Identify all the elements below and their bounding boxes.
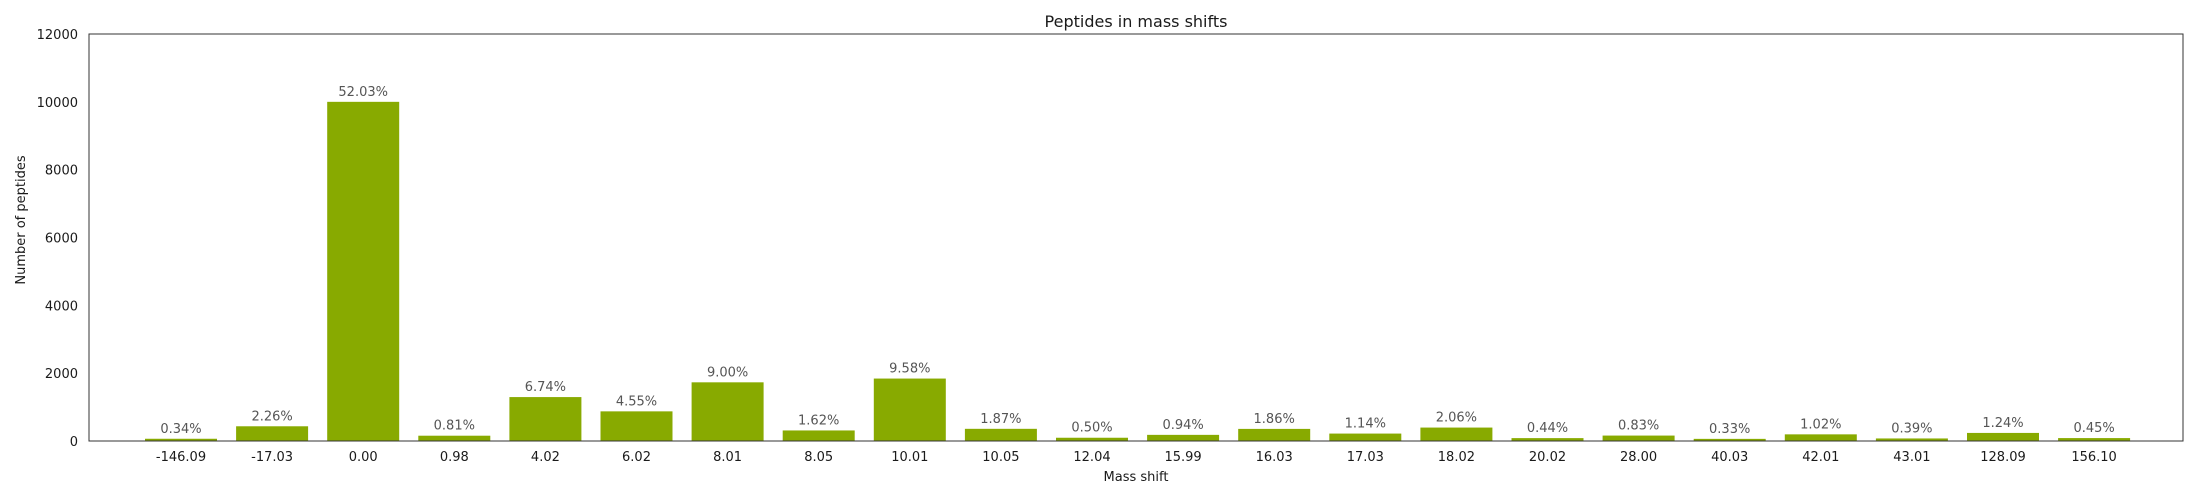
bar-value-label: 0.81% xyxy=(434,419,475,434)
bar xyxy=(1147,434,1220,441)
y-tick-label: 12000 xyxy=(37,28,78,43)
bar xyxy=(691,382,764,441)
x-tick-label: 128.09 xyxy=(1980,450,2026,465)
bar-value-label: 0.45% xyxy=(2073,421,2114,436)
y-axis-label: Number of peptides xyxy=(14,155,29,284)
x-axis-label: Mass shift xyxy=(1104,470,1169,485)
x-tick-label: 28.00 xyxy=(1620,450,1657,465)
y-tick-label: 10000 xyxy=(37,96,78,111)
y-tick-label: 2000 xyxy=(45,367,78,382)
x-tick-label: 6.02 xyxy=(622,450,651,465)
bar-value-label: 6.74% xyxy=(525,380,566,395)
x-tick-label: -17.03 xyxy=(251,450,293,465)
bar xyxy=(964,428,1037,441)
y-tick-label: 0 xyxy=(70,435,78,450)
bar xyxy=(2058,438,2131,441)
bar-value-label: 0.39% xyxy=(1891,421,1932,436)
bar xyxy=(1784,434,1857,441)
x-tick-label: 156.10 xyxy=(2071,450,2117,465)
bar-value-label: 52.03% xyxy=(338,85,388,100)
x-tick-label: 12.04 xyxy=(1073,450,1110,465)
bar xyxy=(600,411,673,441)
bar xyxy=(236,426,309,441)
bar xyxy=(782,430,855,441)
x-tick-label: 15.99 xyxy=(1164,450,1201,465)
bar xyxy=(1875,438,1948,441)
y-tick-label: 6000 xyxy=(45,232,78,247)
y-tick-label: 8000 xyxy=(45,164,78,179)
x-tick-label: 18.02 xyxy=(1438,450,1475,465)
x-tick-label: -146.09 xyxy=(156,450,206,465)
bar-value-label: 0.33% xyxy=(1709,422,1750,437)
bar xyxy=(1511,438,1584,441)
bar-value-label: 1.62% xyxy=(798,413,839,428)
y-tick-label: 4000 xyxy=(45,299,78,314)
plot-area-frame xyxy=(88,33,2184,442)
x-tick-label: 10.01 xyxy=(891,450,928,465)
bar-value-label: 0.50% xyxy=(1071,421,1112,436)
bar xyxy=(1967,432,2039,441)
bar-value-label: 0.34% xyxy=(160,422,201,437)
bar xyxy=(509,397,582,441)
bar xyxy=(1329,433,1402,441)
x-tick-label: 8.05 xyxy=(804,450,833,465)
bar-value-label: 1.24% xyxy=(1982,416,2023,431)
bar-value-label: 2.06% xyxy=(1436,411,1477,426)
bar xyxy=(1602,435,1675,441)
x-tick-label: 0.98 xyxy=(440,450,469,465)
bar-value-label: 4.55% xyxy=(616,394,657,409)
bar-value-label: 2.26% xyxy=(251,409,292,424)
x-tick-label: 40.03 xyxy=(1711,450,1748,465)
bar-value-label: 1.14% xyxy=(1345,417,1386,432)
bar-value-label: 9.58% xyxy=(889,362,930,377)
x-tick-label: 43.01 xyxy=(1893,450,1930,465)
x-tick-label: 4.02 xyxy=(531,450,560,465)
bar xyxy=(1238,428,1311,441)
bar xyxy=(145,438,217,441)
x-tick-label: 0.00 xyxy=(349,450,378,465)
x-tick-label: 20.02 xyxy=(1529,450,1566,465)
bar-value-label: 0.83% xyxy=(1618,419,1659,434)
bar-labels: 0.34% 2.26% 52.03% 0.81% 6.74% 4.55% 9.00% 1.62… xyxy=(160,85,2114,437)
x-tick-label: 42.01 xyxy=(1802,450,1839,465)
x-tick-label: 8.01 xyxy=(713,450,742,465)
chart-title: Peptides in mass shifts xyxy=(1045,12,1228,31)
bar xyxy=(873,378,946,441)
bar xyxy=(327,101,400,441)
bar xyxy=(418,435,491,441)
y-axis-ticks: 0 2000 4000 6000 8000 10000 12000 xyxy=(37,28,78,450)
bar-value-label: 9.00% xyxy=(707,365,748,380)
bar-value-label: 0.94% xyxy=(1162,418,1203,433)
bar xyxy=(1420,427,1493,441)
bar-value-label: 1.02% xyxy=(1800,417,1841,432)
x-tick-label: 10.05 xyxy=(982,450,1019,465)
bar xyxy=(1056,437,1128,441)
bar-value-label: 1.86% xyxy=(1254,412,1295,427)
bars xyxy=(145,101,2131,441)
bar-value-label: 1.87% xyxy=(980,412,1021,427)
bar xyxy=(1693,438,1766,441)
bar-value-label: 0.44% xyxy=(1527,421,1568,436)
x-axis-ticks: -146.09 -17.03 0.00 0.98 4.02 6.02 8.01 8.05 10.… xyxy=(156,450,2117,465)
x-tick-label: 16.03 xyxy=(1256,450,1293,465)
x-tick-label: 17.03 xyxy=(1347,450,1384,465)
